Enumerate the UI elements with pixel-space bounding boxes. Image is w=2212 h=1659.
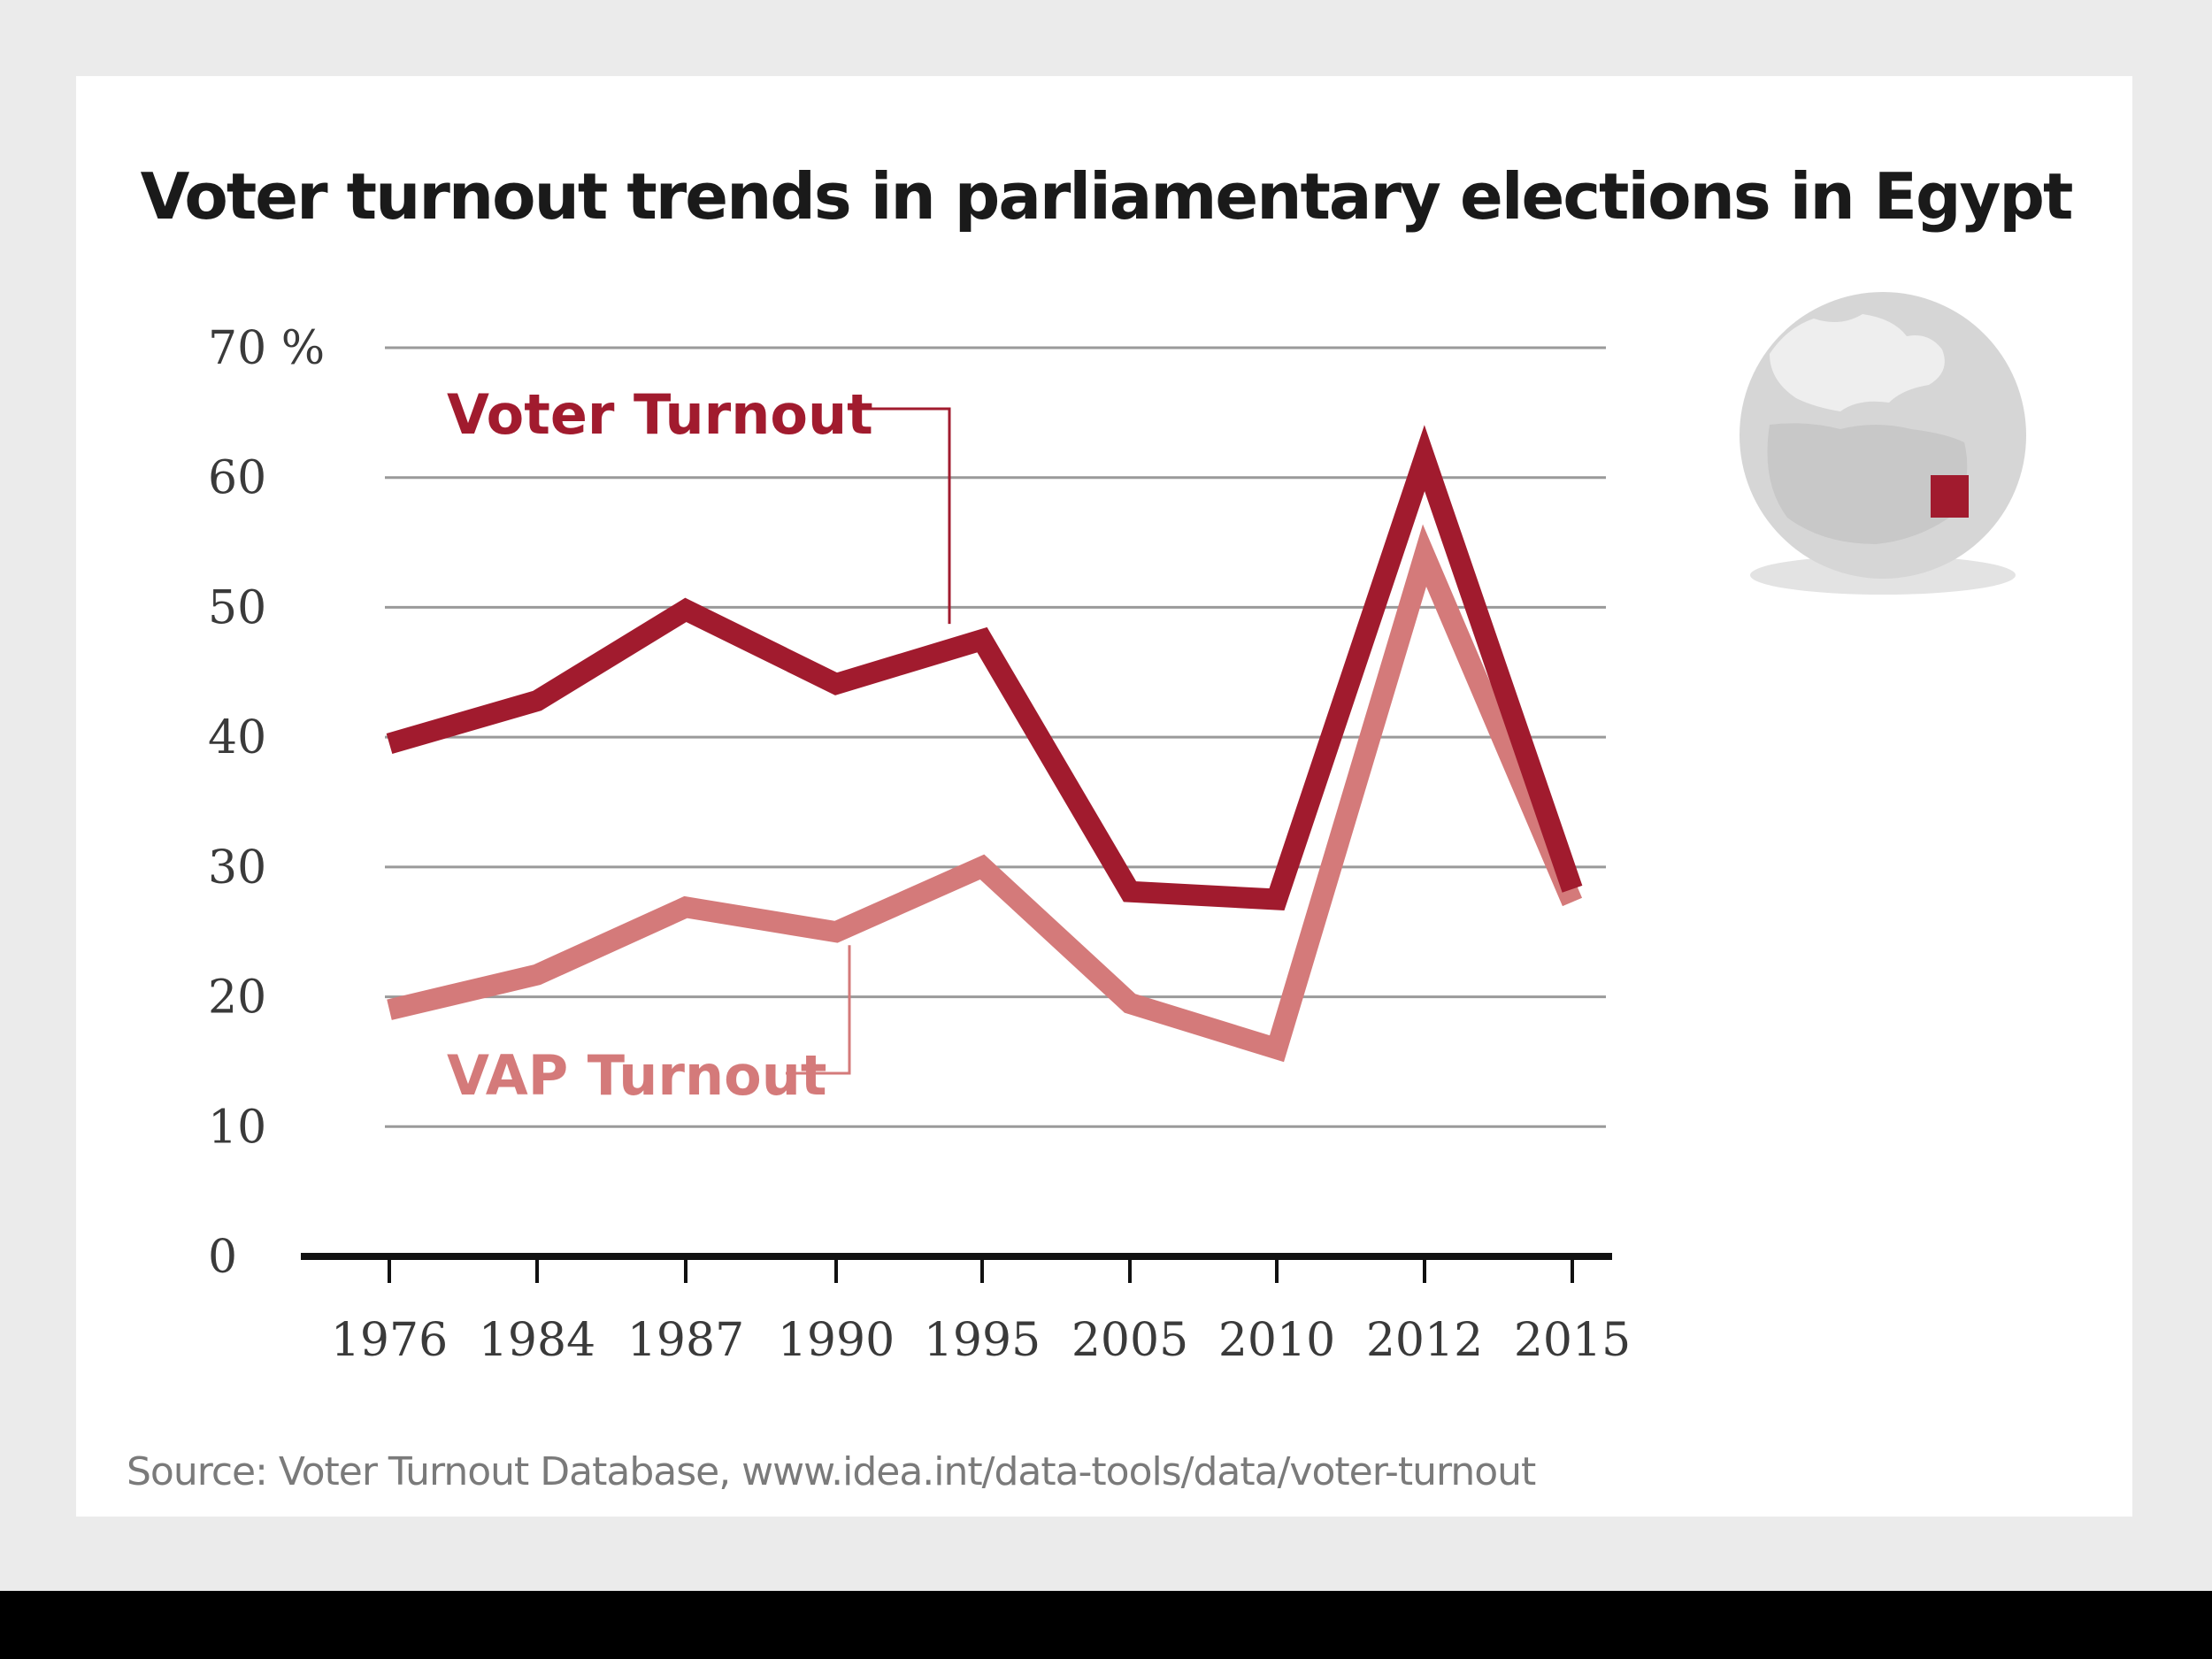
leader-line-vap-turnout	[786, 945, 851, 1075]
x-tick-label: 1984	[479, 1314, 595, 1367]
globe-africa	[1767, 423, 1968, 544]
bottom-band	[0, 1591, 2212, 1659]
leader-line-voter-turnout	[848, 407, 951, 625]
y-tick-label: 50	[208, 581, 266, 634]
egypt-highlight	[1931, 475, 1969, 518]
label-layer: Voter Turnout VAP Turnout	[447, 382, 951, 1108]
y-tick-label: 40	[208, 711, 266, 764]
x-tick-label: 2015	[1514, 1314, 1631, 1367]
series-label-voter-turnout: Voter Turnout	[447, 382, 873, 447]
x-tick-label: 1995	[924, 1314, 1041, 1367]
x-tick-label: 2005	[1071, 1314, 1188, 1367]
y-tick-label: 30	[208, 841, 266, 895]
y-tick-label: 70 %	[208, 322, 325, 375]
x-tick-label: 2012	[1366, 1314, 1483, 1367]
y-tick-label: 20	[208, 972, 266, 1025]
x-tick-label: 1990	[778, 1314, 895, 1367]
series-label-vap-turnout: VAP Turnout	[447, 1043, 827, 1108]
globe-icon	[1740, 292, 2026, 595]
y-tick-label: 60	[208, 452, 266, 505]
globe-landmass	[1770, 314, 1945, 411]
voter-turnout-line	[386, 425, 1583, 911]
vap-turnout-line	[387, 524, 1583, 1063]
x-tick-label: 1987	[627, 1314, 744, 1367]
chart-title: Voter turnout trends in parliamentary el…	[140, 159, 2074, 234]
y-tick-label: 10	[208, 1101, 266, 1154]
x-tick-label: 2010	[1218, 1314, 1335, 1367]
chart-card	[76, 76, 2132, 1517]
source-note: Source: Voter Turnout Database, www.idea…	[127, 1449, 1536, 1494]
series-layer	[386, 425, 1583, 1063]
y-tick-label: 0	[208, 1231, 237, 1284]
x-tick-label: 1976	[331, 1314, 448, 1367]
